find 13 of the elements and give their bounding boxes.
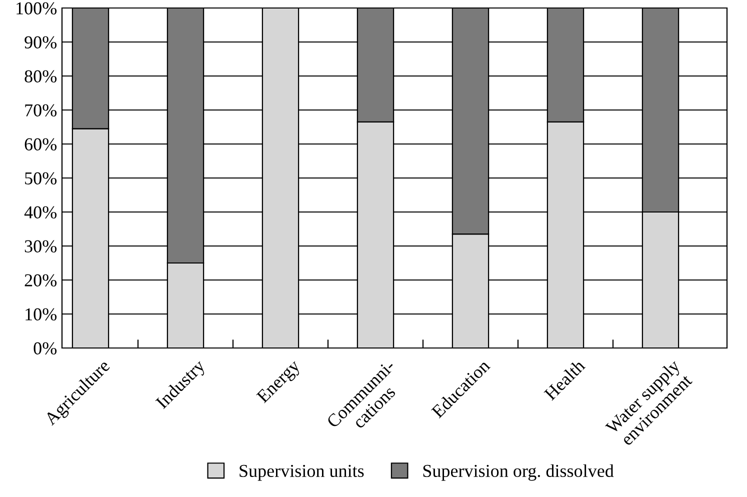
legend-label: Supervision units [240,464,364,481]
y-tick-label: 70% [25,104,57,116]
y-tick-label: 0% [34,342,57,354]
y-tick-label: 10% [26,308,57,320]
y-tick-label: 50% [25,172,57,184]
legend-label: Supervision org. dissolved [423,464,614,481]
y-tick-label: 20% [24,274,57,286]
y-tick-label: 30% [24,240,57,252]
y-tick-label: 60% [24,138,57,150]
y-tick-label: 40% [24,206,57,218]
y-tick-label: 90% [24,36,57,48]
y-tick-label: 80% [24,70,57,82]
y-tick-label: 100% [16,2,57,14]
